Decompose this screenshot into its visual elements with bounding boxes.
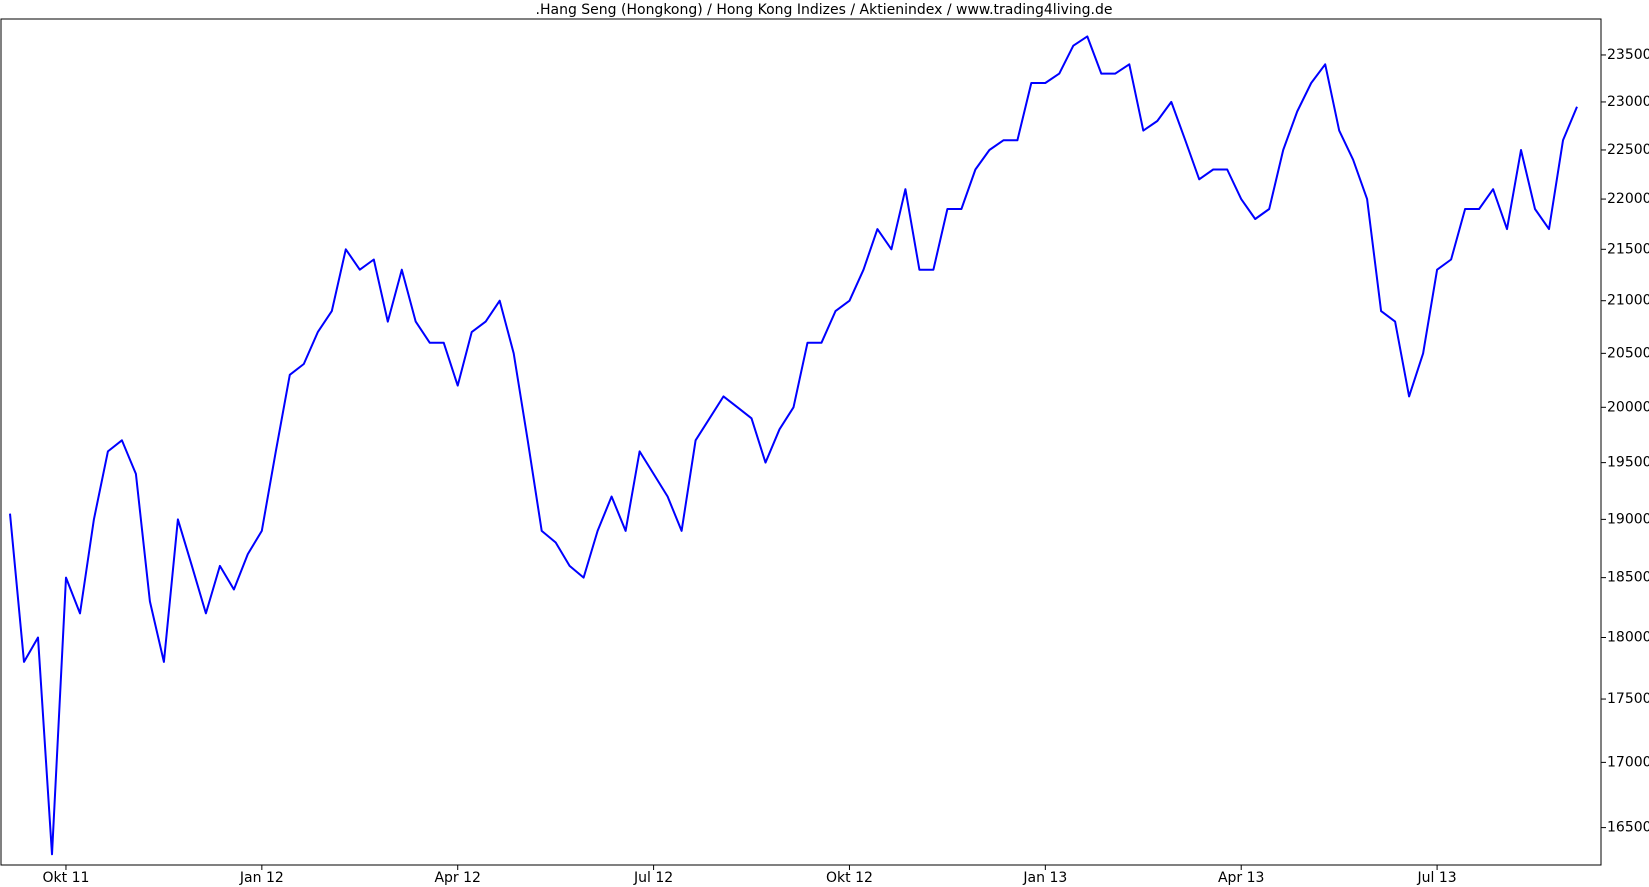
price-line	[9, 35, 1578, 856]
x-tick-label: Apr 13	[1218, 870, 1264, 886]
x-tick-label: Apr 12	[434, 870, 480, 886]
y-tick-label: 17000	[1607, 754, 1649, 770]
y-tick-label: 20000	[1607, 399, 1649, 415]
y-tick-label: 21500	[1607, 241, 1649, 257]
y-tick-label: 20500	[1607, 345, 1649, 361]
y-tick-label: 23500	[1607, 47, 1649, 63]
y-tick-label: 17500	[1607, 691, 1649, 707]
x-tick-label: Jan 12	[239, 870, 284, 886]
y-tick-label: 19500	[1607, 455, 1649, 471]
y-tick-label: 21000	[1607, 293, 1649, 309]
x-tick-label: Okt 12	[826, 870, 873, 886]
plot-frame	[0, 18, 1602, 866]
x-tick-label: Jul 12	[633, 870, 673, 886]
y-tick-label: 16500	[1607, 820, 1649, 836]
y-tick-label: 23000	[1607, 94, 1649, 110]
y-tick-label: 22000	[1607, 191, 1649, 207]
y-tick-label: 18000	[1607, 630, 1649, 646]
x-tick-label: Jan 13	[1022, 870, 1067, 886]
y-tick-label: 18500	[1607, 570, 1649, 586]
y-tick-label: 19000	[1607, 511, 1649, 527]
x-tick-label: Okt 11	[43, 870, 90, 886]
chart-title: .Hang Seng (Hongkong) / Hong Kong Indize…	[536, 2, 1113, 18]
x-tick-label: Jul 13	[1417, 870, 1457, 886]
y-tick-label: 22500	[1607, 142, 1649, 158]
